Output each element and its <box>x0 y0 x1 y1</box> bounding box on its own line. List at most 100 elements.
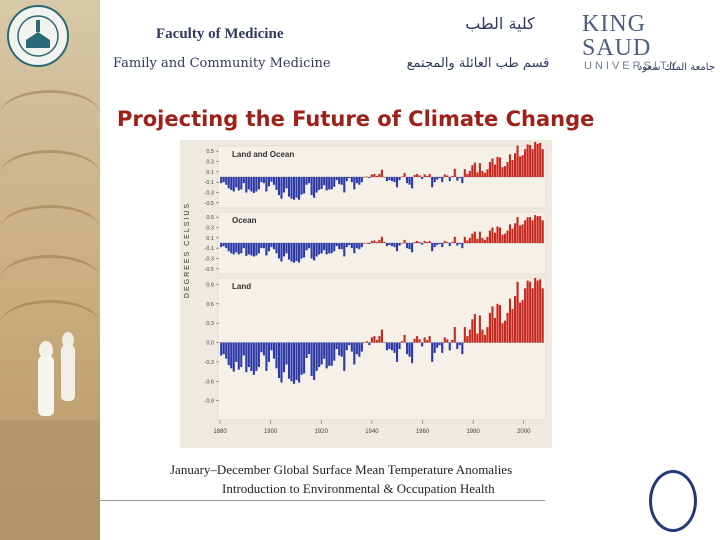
anomaly-bar <box>250 343 252 371</box>
anomaly-bar <box>436 243 438 245</box>
anomaly-bar <box>449 243 451 246</box>
anomaly-bar <box>295 177 297 198</box>
anomaly-bar <box>449 177 451 181</box>
anomaly-bar <box>414 175 416 177</box>
anomaly-bar <box>220 177 222 183</box>
anomaly-bar <box>414 339 416 343</box>
anomaly-bar <box>416 174 418 177</box>
anomaly-bar <box>511 309 513 343</box>
anomaly-bar <box>321 343 323 365</box>
anomaly-bar <box>459 243 461 244</box>
anomaly-bar <box>486 327 488 342</box>
anomaly-bar <box>230 343 232 369</box>
anomaly-bar <box>494 233 496 243</box>
anomaly-bar <box>386 343 388 351</box>
anomaly-bar <box>268 177 270 186</box>
anomaly-bar <box>481 330 483 343</box>
anomaly-bar <box>268 343 270 362</box>
anomaly-bar <box>517 145 519 177</box>
anomaly-bar <box>283 177 285 193</box>
y-tick-label: -0.9 <box>205 399 214 405</box>
anomaly-bar <box>383 242 385 243</box>
anomaly-bar <box>517 282 519 343</box>
anomaly-bar <box>243 343 245 356</box>
anomaly-bar <box>391 243 393 246</box>
anomaly-bar <box>311 243 313 259</box>
chart-svg: DEGREES CELSIUS 0.50.30.1-0.1-0.3-0.5Lan… <box>180 140 552 448</box>
anomaly-bar <box>486 169 488 177</box>
anomaly-bar <box>316 243 318 256</box>
y-tick-label: -0.3 <box>205 191 214 197</box>
anomaly-bar <box>479 163 481 177</box>
anomaly-bar <box>494 318 496 343</box>
anomaly-bar <box>230 177 232 190</box>
anomaly-bar <box>479 232 481 243</box>
anomaly-bar <box>243 243 245 248</box>
anomaly-bar <box>326 177 328 190</box>
anomaly-bar <box>439 243 441 244</box>
anomaly-bar <box>260 243 262 248</box>
anomaly-bar <box>424 174 426 177</box>
anomaly-bar <box>316 343 318 371</box>
anomaly-bar <box>403 240 405 243</box>
anomaly-bar <box>398 177 400 180</box>
anomaly-bar <box>381 237 383 243</box>
anomaly-bar <box>421 243 423 245</box>
anomaly-bar <box>225 343 227 359</box>
anomaly-bar <box>238 343 240 370</box>
y-tick-label: -0.1 <box>205 180 214 186</box>
anomaly-bar <box>250 177 252 191</box>
anomaly-bar <box>265 177 267 191</box>
anomaly-bar <box>358 243 360 249</box>
anomaly-bar <box>504 321 506 343</box>
anomaly-bar <box>509 299 511 343</box>
anomaly-bar <box>401 176 403 177</box>
anomaly-bar <box>444 241 446 243</box>
anomaly-bar <box>376 242 378 243</box>
anomaly-bar <box>285 343 287 365</box>
anomaly-bar <box>393 343 395 353</box>
slide-title: Projecting the Future of Climate Change <box>117 107 594 131</box>
anomaly-bar <box>293 177 295 200</box>
anomaly-bar <box>542 220 544 243</box>
anomaly-bar <box>484 173 486 177</box>
anomaly-bar <box>469 171 471 177</box>
anomaly-bar <box>333 177 335 187</box>
anomaly-bar <box>401 341 403 342</box>
anomaly-bar <box>243 177 245 183</box>
panel-title: Land <box>232 282 251 291</box>
x-tick-label: 1940 <box>365 429 379 435</box>
anomaly-bar <box>240 243 242 253</box>
anomaly-bar <box>338 243 340 249</box>
anomaly-bar <box>283 343 285 373</box>
anomaly-bar <box>489 313 491 343</box>
x-tick-label: 1900 <box>264 429 278 435</box>
anomaly-bar <box>499 305 501 342</box>
anomaly-bar <box>255 343 257 371</box>
anomaly-bar <box>501 167 503 177</box>
anomaly-bar <box>396 343 398 362</box>
anomaly-bar <box>336 177 338 180</box>
anomaly-bar <box>519 156 521 177</box>
anomaly-bar <box>321 243 323 253</box>
anomaly-bar <box>323 343 325 359</box>
anomaly-bar <box>416 241 418 243</box>
anomaly-bar <box>381 170 383 177</box>
anomaly-bar <box>230 243 232 253</box>
anomaly-bar <box>248 243 250 254</box>
anomaly-bar <box>290 243 292 262</box>
anomaly-bar <box>341 243 343 249</box>
anomaly-bar <box>431 243 433 251</box>
logo-line-1: KING SAUD <box>582 12 712 60</box>
anomaly-bar <box>486 237 488 243</box>
anomaly-bar <box>436 177 438 180</box>
anomaly-bar <box>293 243 295 263</box>
x-tick-label: 1880 <box>213 429 227 435</box>
anomaly-bar <box>280 343 282 383</box>
anomaly-bar <box>238 177 240 190</box>
anomaly-bar <box>517 217 519 243</box>
anomaly-bar <box>461 177 463 183</box>
anomaly-bar <box>311 177 313 195</box>
anomaly-bar <box>321 177 323 189</box>
anomaly-bar <box>388 343 390 349</box>
